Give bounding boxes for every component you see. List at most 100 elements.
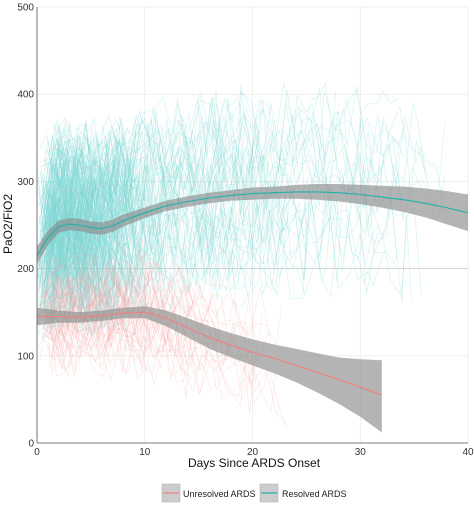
- trajectory-resolved: [52, 223, 117, 329]
- trajectory-resolved: [51, 217, 152, 327]
- trajectory-unresolved: [50, 310, 286, 426]
- trajectory-unresolved: [38, 276, 116, 338]
- trajectory-unresolved: [51, 323, 287, 426]
- trajectory-resolved: [45, 128, 140, 219]
- trajectory-resolved: [43, 122, 260, 231]
- y-tick-label: 100: [17, 351, 34, 362]
- trajectory-resolved: [47, 205, 79, 250]
- trajectory-resolved: [48, 136, 226, 242]
- trajectory-resolved: [51, 102, 221, 225]
- trajectory-resolved: [43, 120, 192, 244]
- trajectory-resolved: [48, 175, 410, 311]
- trajectory-resolved: [45, 219, 80, 311]
- trajectory-unresolved: [43, 310, 172, 378]
- trajectory-resolved: [44, 181, 69, 285]
- trajectory-unresolved: [51, 318, 171, 385]
- trajectory-resolved: [49, 139, 102, 250]
- ci-band-unresolved: [37, 306, 382, 433]
- trajectory-resolved: [39, 154, 61, 214]
- x-tick-label: 30: [355, 447, 367, 458]
- trajectory-resolved: [47, 189, 310, 312]
- trajectory-resolved: [52, 236, 83, 325]
- trajectory-resolved: [47, 198, 69, 224]
- trajectory-resolved: [36, 188, 247, 285]
- trajectory-resolved: [43, 242, 134, 329]
- fit-line-unresolved: [37, 311, 382, 396]
- trajectory-resolved: [42, 177, 88, 239]
- trajectory-resolved: [50, 193, 93, 288]
- trajectory-unresolved: [50, 253, 235, 351]
- y-tick-label: 200: [17, 264, 34, 275]
- trajectory-unresolved: [42, 263, 131, 330]
- trajectory-resolved: [38, 194, 307, 335]
- trajectory-resolved: [37, 227, 118, 336]
- trajectory-resolved: [38, 175, 118, 268]
- trajectory-resolved: [39, 214, 135, 310]
- trajectory-resolved: [44, 210, 131, 306]
- trajectory-resolved: [37, 203, 94, 287]
- trajectory-resolved: [51, 126, 139, 222]
- legend-label-resolved: Resolved ARDS: [282, 489, 347, 499]
- trajectory-resolved: [44, 235, 81, 262]
- trajectory-resolved: [46, 142, 445, 282]
- trajectory-resolved: [45, 182, 95, 277]
- trajectory-resolved: [50, 157, 124, 265]
- trajectory-resolved: [49, 193, 422, 312]
- trajectory-resolved: [42, 147, 140, 218]
- trajectory-resolved: [43, 147, 95, 241]
- trajectory-resolved: [52, 226, 81, 274]
- trajectory-resolved: [41, 162, 218, 269]
- trajectory-resolved: [39, 214, 97, 309]
- trajectory-resolved: [52, 183, 113, 244]
- trajectory-resolved: [38, 129, 438, 248]
- trajectory-unresolved: [46, 257, 107, 312]
- trajectory-unresolved: [38, 320, 73, 377]
- y-axis-title: PaO2/FiO2: [1, 194, 15, 254]
- trajectory-unresolved: [48, 252, 283, 362]
- trajectory-resolved: [39, 91, 406, 236]
- trajectory-unresolved: [43, 278, 103, 332]
- trajectory-resolved: [47, 154, 302, 284]
- trajectory-unresolved: [52, 274, 142, 338]
- trajectory-resolved: [39, 172, 74, 267]
- trajectory-resolved: [48, 177, 95, 267]
- trajectory-resolved: [44, 122, 136, 220]
- trajectory-resolved: [37, 176, 397, 313]
- trajectory-resolved: [45, 151, 104, 229]
- trajectory-resolved: [48, 193, 412, 328]
- trajectory-resolved: [37, 133, 128, 244]
- trajectory-resolved: [37, 152, 404, 282]
- trajectory-resolved: [38, 218, 120, 328]
- trajectory-resolved: [37, 168, 191, 292]
- trajectory-unresolved: [39, 268, 74, 307]
- trajectory-resolved: [49, 201, 118, 292]
- trajectory-resolved: [50, 114, 119, 190]
- trajectory-resolved: [43, 186, 72, 220]
- trajectory-resolved: [40, 153, 117, 234]
- trajectory-unresolved: [43, 269, 165, 340]
- trajectory-resolved: [40, 87, 425, 230]
- trajectory-resolved: [44, 81, 384, 230]
- trajectory-resolved: [37, 146, 92, 244]
- trajectory-resolved: [51, 186, 79, 271]
- trajectory-resolved: [40, 126, 130, 227]
- trajectory-resolved: [51, 181, 280, 310]
- fitted-lines: [36, 191, 469, 396]
- trajectory-resolved: [45, 214, 143, 318]
- trajectory-resolved: [48, 223, 141, 312]
- trajectory-resolved: [40, 135, 114, 235]
- trajectory-resolved: [42, 212, 255, 332]
- trajectory-resolved: [49, 223, 159, 334]
- trajectory-resolved: [42, 176, 120, 268]
- trajectory-resolved: [40, 175, 96, 284]
- trajectory-resolved: [38, 219, 58, 292]
- trajectory-resolved: [47, 221, 105, 305]
- trajectory-resolved: [44, 226, 126, 321]
- trajectory-resolved: [43, 247, 133, 336]
- trajectory-resolved: [51, 221, 127, 325]
- trajectory-resolved: [43, 231, 135, 316]
- trajectory-resolved: [44, 224, 117, 318]
